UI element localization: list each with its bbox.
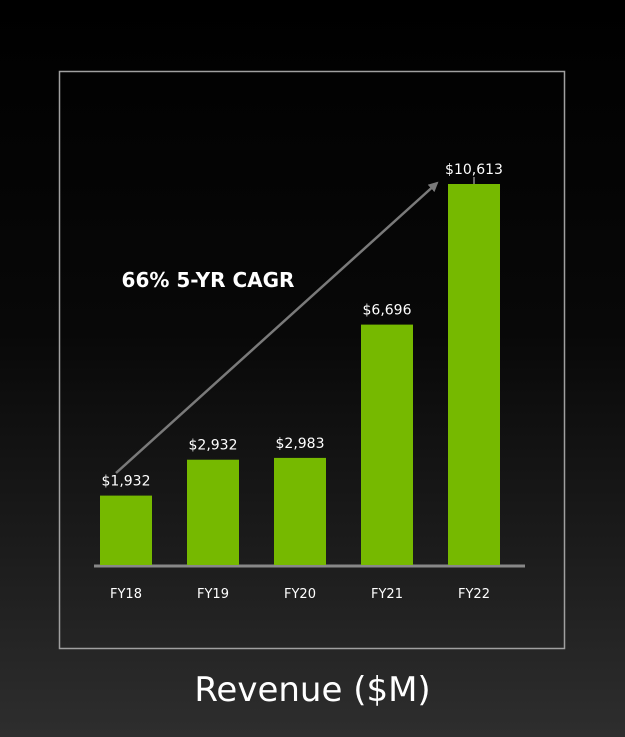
bar-fy20 [274,457,326,565]
x-tick-label-fy20: FY20 [284,587,316,602]
x-tick-label-fy21: FY21 [371,587,403,602]
data-label-fy20: $2,983 [276,436,325,452]
data-label-fy21: $6,696 [363,303,412,319]
chart-border [58,70,566,650]
bar-fy21 [361,324,413,565]
bars-group: $1,932 FY18 $2,932 FY19 $2,983 FY20 $6,696 FY21… [100,162,503,602]
chart-caption: Revenue ($M) [194,670,431,710]
x-tick-label-fy19: FY19 [197,587,229,602]
data-label-fy19: $2,932 [189,438,238,454]
cagr-annotation: 66% 5-YR CAGR [122,268,295,292]
x-tick-label-fy18: FY18 [110,587,142,602]
data-label-fy18: $1,932 [102,474,151,490]
data-label-fy22: $10,613 [445,162,503,178]
bar-fy18 [100,495,152,565]
x-tick-label-fy22: FY22 [458,587,490,602]
bar-fy22 [448,184,500,565]
bar-fy19 [187,459,239,565]
cagr-arrow [115,181,439,474]
